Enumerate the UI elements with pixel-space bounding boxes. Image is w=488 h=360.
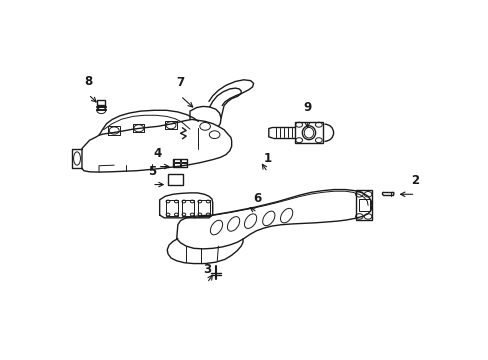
Text: 5: 5 [148,165,156,177]
Bar [168,174,183,185]
Text: 2: 2 [410,174,419,187]
Bar [358,199,369,211]
Bar [181,159,186,162]
Bar [198,201,209,216]
Text: 6: 6 [253,192,261,205]
Text: 8: 8 [84,75,92,87]
Bar [174,163,180,167]
Bar [166,201,178,216]
Bar [295,122,322,143]
Text: 7: 7 [176,76,184,89]
Text: 3: 3 [203,263,211,276]
Bar [355,190,371,220]
Text: 4: 4 [153,147,162,159]
Bar [182,201,193,216]
Text: 1: 1 [263,152,271,165]
Bar [181,163,186,167]
Bar [174,159,180,162]
Text: 9: 9 [303,101,311,114]
Bar [173,158,187,167]
Bar [97,100,105,105]
